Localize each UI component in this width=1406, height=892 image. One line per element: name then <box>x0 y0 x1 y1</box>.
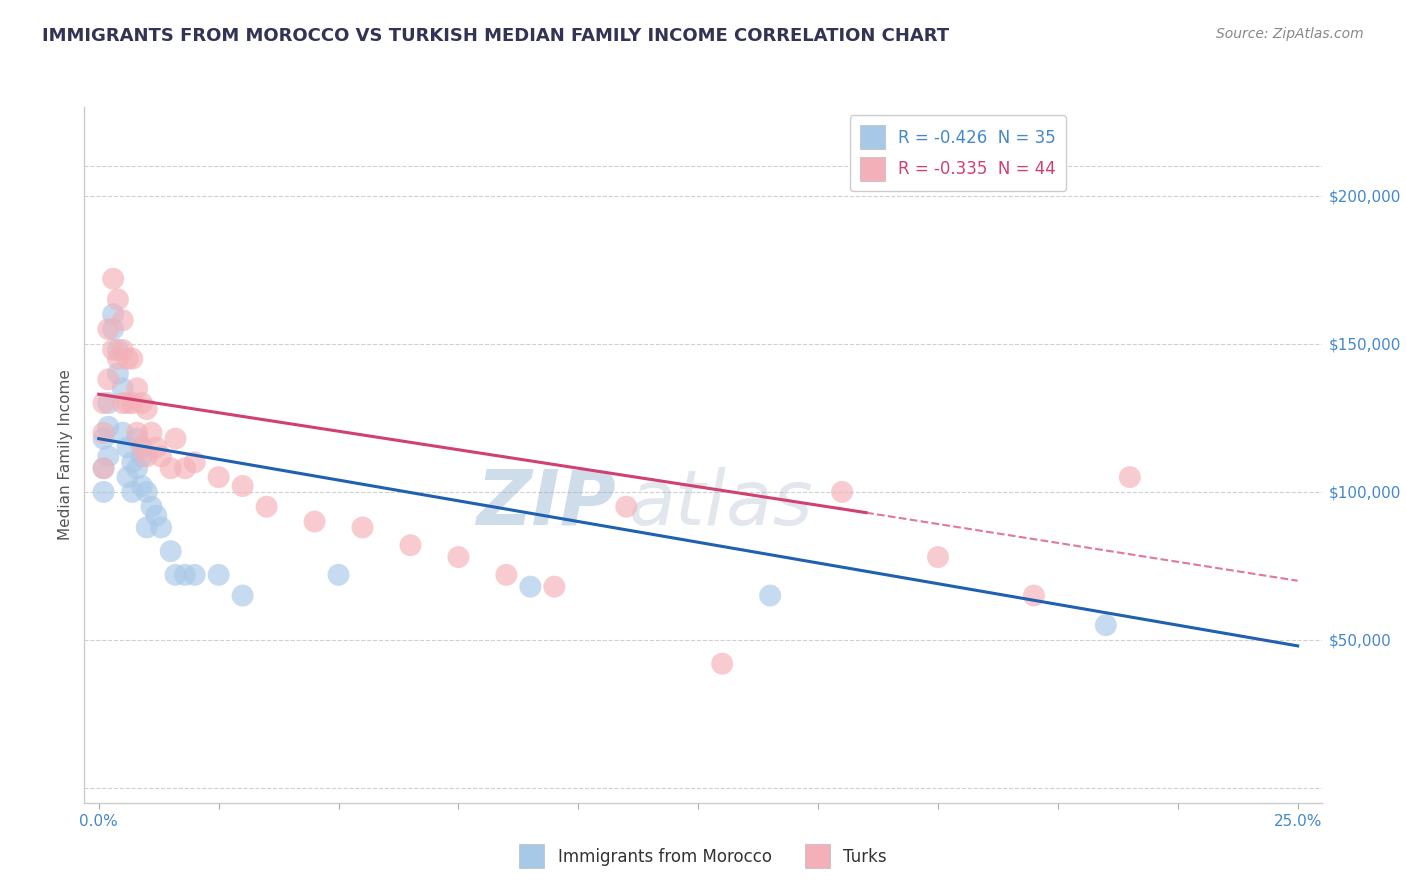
Text: ZIP: ZIP <box>477 467 616 541</box>
Point <box>101 272 124 286</box>
Point <box>93 461 115 475</box>
Text: atlas: atlas <box>628 467 813 541</box>
Point <box>519 580 541 594</box>
Point <box>141 500 163 514</box>
Point <box>711 657 734 671</box>
Point <box>111 425 134 440</box>
Point <box>121 351 143 366</box>
Point <box>111 381 134 395</box>
Point <box>121 484 143 499</box>
Legend: R = -0.426  N = 35, R = -0.335  N = 44: R = -0.426 N = 35, R = -0.335 N = 44 <box>849 115 1066 191</box>
Point <box>131 441 153 455</box>
Point <box>1119 470 1142 484</box>
Point <box>159 544 181 558</box>
Point <box>131 479 153 493</box>
Point <box>131 396 153 410</box>
Point <box>97 450 120 464</box>
Point <box>183 567 205 582</box>
Point <box>127 432 149 446</box>
Point <box>93 425 115 440</box>
Point <box>117 470 139 484</box>
Point <box>135 402 157 417</box>
Point <box>208 567 231 582</box>
Point <box>141 425 163 440</box>
Point <box>93 484 115 499</box>
Point <box>121 455 143 469</box>
Point <box>543 580 565 594</box>
Point <box>101 343 124 357</box>
Point <box>93 432 115 446</box>
Point <box>135 450 157 464</box>
Point <box>1022 589 1045 603</box>
Point <box>107 351 129 366</box>
Point <box>145 441 167 455</box>
Point <box>165 432 187 446</box>
Point <box>111 396 134 410</box>
Point <box>232 589 254 603</box>
Point <box>101 307 124 321</box>
Point <box>107 367 129 381</box>
Point <box>399 538 422 552</box>
Point <box>107 293 129 307</box>
Point <box>150 450 173 464</box>
Point <box>150 520 173 534</box>
Point <box>927 550 949 565</box>
Legend: Immigrants from Morocco, Turks: Immigrants from Morocco, Turks <box>513 838 893 875</box>
Point <box>121 396 143 410</box>
Point <box>93 461 115 475</box>
Y-axis label: Median Family Income: Median Family Income <box>58 369 73 541</box>
Point <box>117 441 139 455</box>
Point <box>107 343 129 357</box>
Point <box>495 567 517 582</box>
Point <box>135 520 157 534</box>
Point <box>111 313 134 327</box>
Point <box>174 461 197 475</box>
Point <box>117 351 139 366</box>
Point <box>127 381 149 395</box>
Point <box>101 322 124 336</box>
Point <box>304 515 326 529</box>
Point <box>447 550 470 565</box>
Point <box>127 425 149 440</box>
Point <box>97 322 120 336</box>
Point <box>159 461 181 475</box>
Point <box>165 567 187 582</box>
Text: Source: ZipAtlas.com: Source: ZipAtlas.com <box>1216 27 1364 41</box>
Point <box>145 508 167 523</box>
Point <box>93 396 115 410</box>
Point <box>97 372 120 386</box>
Point <box>614 500 637 514</box>
Point <box>208 470 231 484</box>
Point <box>328 567 350 582</box>
Point <box>135 484 157 499</box>
Point <box>174 567 197 582</box>
Point <box>127 461 149 475</box>
Point <box>183 455 205 469</box>
Point <box>117 396 139 410</box>
Point <box>1095 618 1118 632</box>
Point <box>232 479 254 493</box>
Point <box>97 419 120 434</box>
Text: IMMIGRANTS FROM MOROCCO VS TURKISH MEDIAN FAMILY INCOME CORRELATION CHART: IMMIGRANTS FROM MOROCCO VS TURKISH MEDIA… <box>42 27 949 45</box>
Point <box>131 450 153 464</box>
Point <box>111 343 134 357</box>
Point <box>256 500 278 514</box>
Point <box>352 520 374 534</box>
Point <box>97 396 120 410</box>
Point <box>759 589 782 603</box>
Point <box>831 484 853 499</box>
